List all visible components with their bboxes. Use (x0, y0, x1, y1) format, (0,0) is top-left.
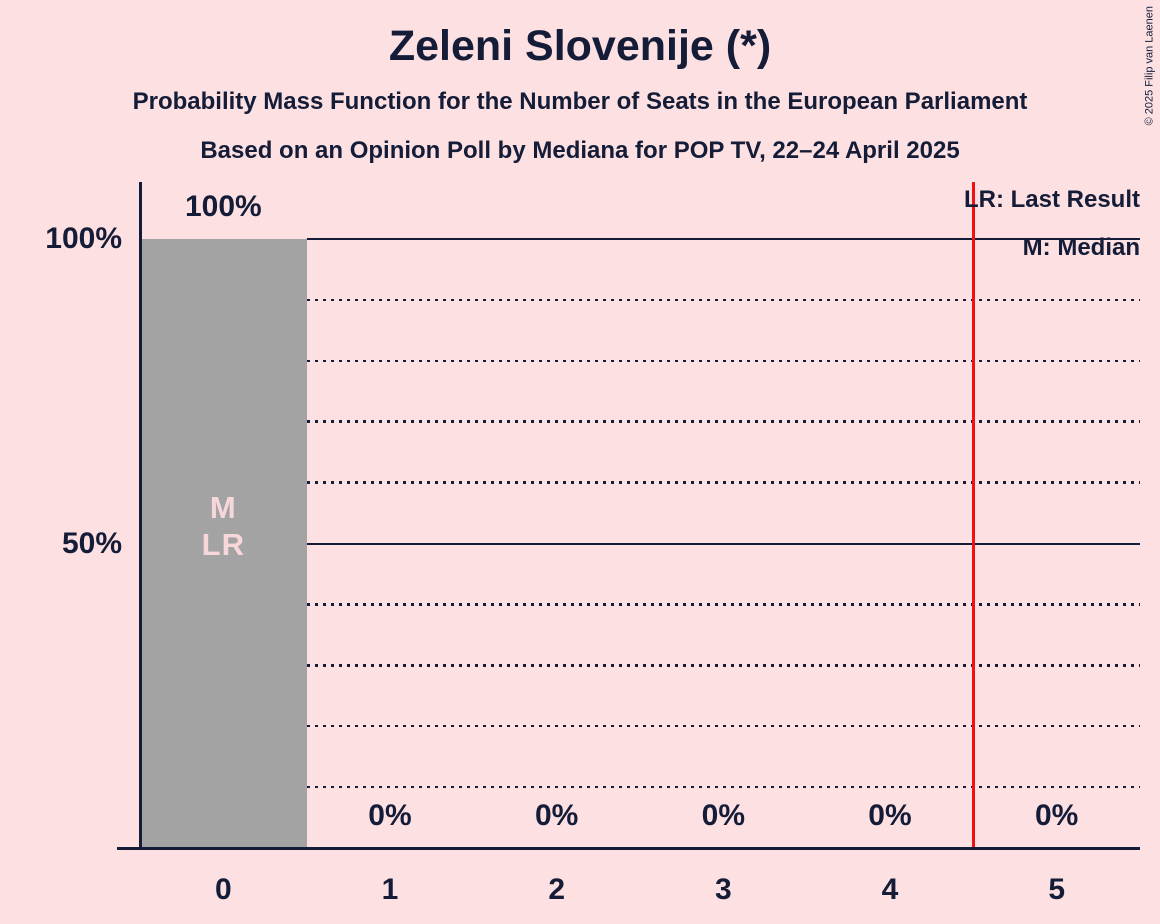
x-axis-tick-label: 0 (214, 873, 232, 906)
x-axis-tick-label: 1 (381, 873, 399, 906)
median-marker: M (209, 490, 237, 525)
y-axis-tick-label: 50% (61, 526, 122, 560)
bar-value-label: 0% (368, 799, 412, 832)
last-result-marker: LR (201, 527, 245, 562)
gridline-dotted-60pct (306, 481, 1140, 484)
gridline-dotted-80pct (306, 359, 1140, 363)
x-axis-tick-label: 3 (714, 873, 732, 906)
red-reference-line (971, 182, 975, 848)
x-axis-tick-label: 4 (881, 873, 899, 906)
chart-poll-details: Based on an Opinion Poll by Mediana for … (200, 137, 960, 164)
gridline-dotted-30pct (306, 664, 1140, 667)
gridline-solid-100pct (306, 238, 1140, 240)
x-axis-tick-label: 2 (548, 873, 565, 906)
legend-last-result-key: LR: Last Result (963, 186, 1140, 213)
bar-seats-0 (141, 239, 307, 848)
x-axis-line (117, 846, 1140, 850)
gridline-dotted-70pct (306, 420, 1140, 423)
bar-value-label: 0% (534, 799, 579, 832)
legend-median-key: M: Median (1022, 234, 1140, 261)
y-axis-tick-label: 100% (45, 222, 122, 255)
bar-value-label: 0% (701, 799, 745, 832)
bar-value-label: 0% (1034, 799, 1079, 832)
gridline-solid-50pct (306, 542, 1140, 545)
gridline-dotted-40pct (306, 603, 1140, 606)
gridline-dotted-10pct (306, 785, 1140, 789)
bar-value-label: 100% (184, 190, 262, 223)
gridline-dotted-20pct (306, 724, 1140, 728)
x-axis-tick-label: 5 (1048, 873, 1065, 906)
chart-title: Zeleni Slovenije (*) (388, 22, 772, 70)
gridline-dotted-90pct (306, 298, 1140, 302)
chart-subtitle: Probability Mass Function for the Number… (132, 88, 1028, 115)
bar-value-label: 0% (868, 799, 912, 832)
y-axis-line (138, 182, 142, 850)
